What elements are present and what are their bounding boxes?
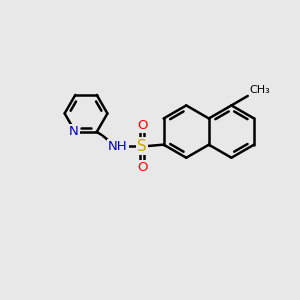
Text: O: O — [137, 161, 148, 174]
Text: O: O — [137, 118, 148, 131]
Text: CH₃: CH₃ — [250, 85, 270, 95]
Text: N: N — [69, 125, 79, 139]
Text: NH: NH — [108, 140, 128, 153]
Text: S: S — [137, 139, 147, 154]
